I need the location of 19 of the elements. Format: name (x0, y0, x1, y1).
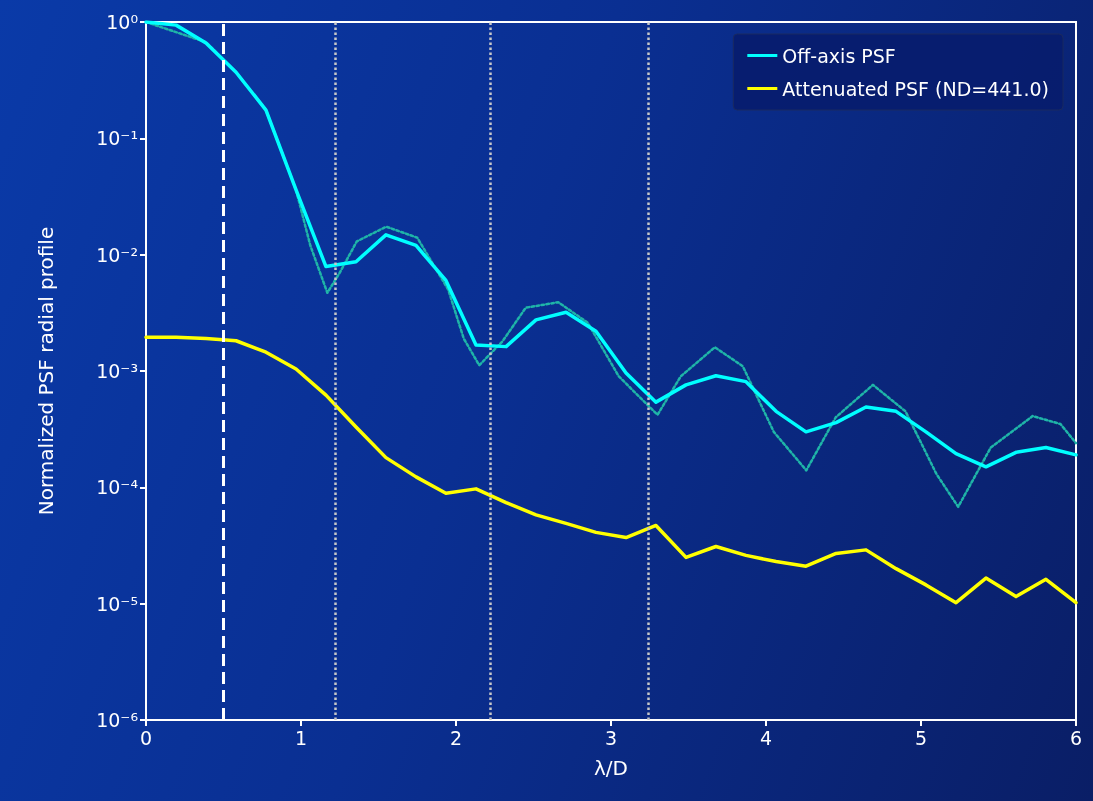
y-tick-label: 10⁻² (96, 243, 138, 266)
y-tick-label: 10⁻¹ (96, 127, 138, 150)
y-tick-label: 10⁻⁴ (96, 476, 139, 499)
x-tick-label: 4 (759, 726, 773, 749)
x-tick-label: 5 (914, 726, 928, 749)
x-tick-label: 0 (139, 726, 153, 749)
x-tick-label: 6 (1069, 726, 1083, 749)
y-tick-label: 10⁻³ (96, 360, 138, 382)
legend-label: Attenuated PSF (ND=441.0) (782, 77, 1049, 100)
x-tick-label: 1 (294, 726, 308, 749)
line-series (144, 335, 1078, 605)
legend-label: Off-axis PSF (782, 44, 896, 67)
x-tick-label: 3 (604, 726, 618, 749)
y-tick-label: 10⁻⁵ (96, 592, 138, 615)
y-axis-title: Normalized PSF radial profile (34, 226, 58, 516)
x-tick-label: 2 (449, 726, 463, 749)
y-tick-label: 10⁻⁶ (96, 709, 138, 731)
y-tick-label: 10⁰ (106, 11, 138, 33)
x-axis-title: λ/D (594, 756, 628, 780)
